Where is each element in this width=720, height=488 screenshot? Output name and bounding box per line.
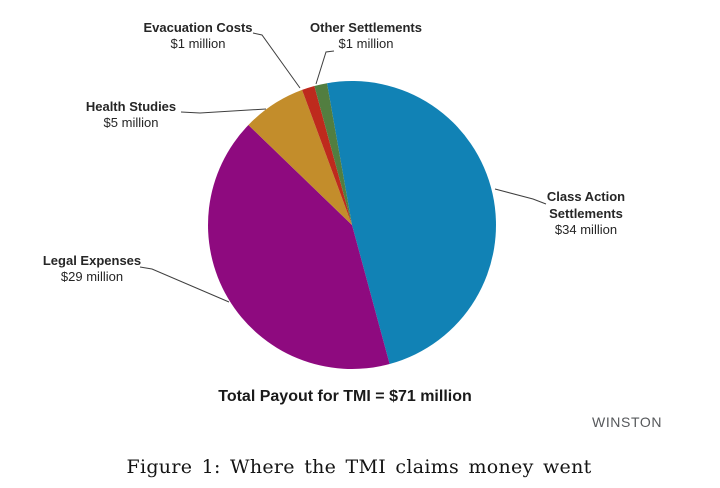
callout-other-settlements: Other Settlements $1 million [310, 20, 422, 52]
leader-line-class-action-settlements [494, 188, 547, 205]
leader-line-health-studies [180, 108, 267, 114]
leader-line-evacuation-costs [252, 32, 301, 89]
callout-legal-expenses: Legal Expenses $29 million [43, 253, 141, 285]
pie-slice-evacuation-costs [302, 86, 352, 225]
callout-class-action-settlements: Class Action Settlements $34 million [534, 189, 638, 239]
pie-slice-class-action-settlements [326, 81, 496, 364]
figure-caption: Figure 1: Where the TMI claims money wen… [126, 456, 592, 478]
chart-title: Total Payout for TMI = $71 million [218, 388, 472, 405]
slice-label-health-studies: Health Studies [85, 99, 177, 114]
callout-health-studies: Health Studies $5 million [86, 99, 176, 131]
pie-slices-group [208, 81, 496, 369]
slice-value-evacuation-costs: $1 million [170, 36, 226, 51]
leader-line-legal-expenses [139, 266, 230, 303]
winston-watermark: WINSTON [592, 414, 663, 430]
slice-label-other-settlements: Other Settlements [310, 20, 422, 35]
pie-chart [139, 32, 547, 369]
slice-value-legal-expenses: $29 million [60, 269, 124, 284]
slice-value-class-action-settlements: $34 million [554, 222, 618, 237]
pie-slice-health-studies [248, 89, 352, 226]
slice-label-class-action-settlements: Class Action Settlements [546, 189, 626, 221]
slice-value-health-studies: $5 million [103, 115, 159, 130]
slice-value-other-settlements: $1 million [338, 36, 394, 51]
callout-evacuation-costs: Evacuation Costs $1 million [143, 20, 252, 52]
slice-label-legal-expenses: Legal Expenses [42, 253, 142, 268]
pie-slice-other-settlements [314, 83, 352, 225]
pie-slice-legal-expenses [208, 124, 390, 369]
leader-line-other-settlements [315, 50, 335, 85]
slice-label-evacuation-costs: Evacuation Costs [143, 20, 253, 35]
